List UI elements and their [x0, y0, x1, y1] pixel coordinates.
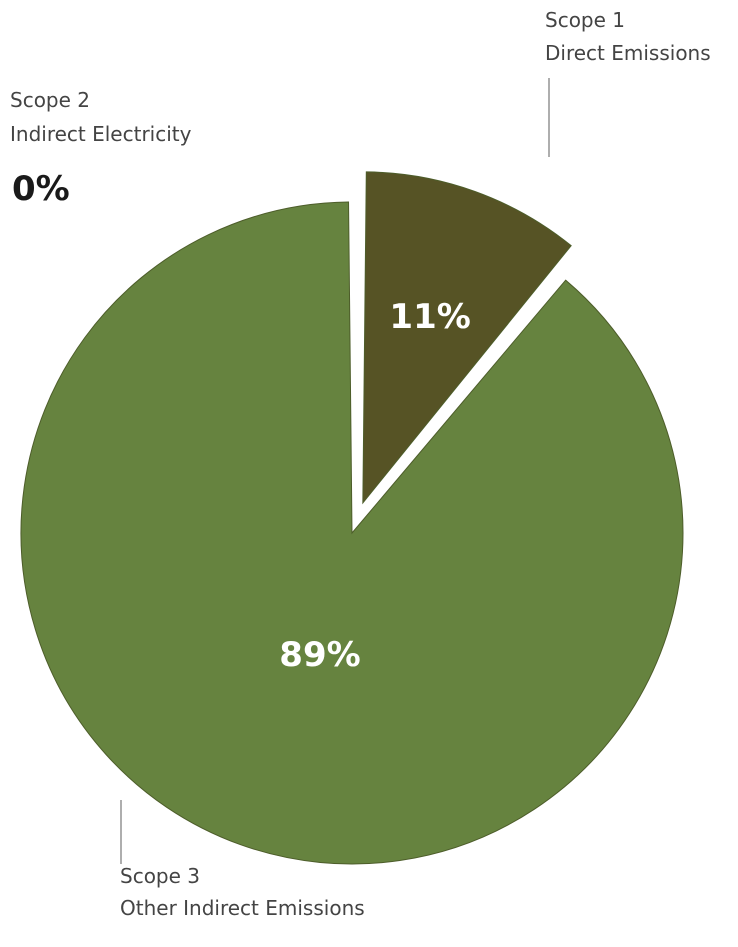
pie-slice-scope-1	[362, 171, 572, 505]
slice-description-label-scope-1: Direct Emissions	[545, 41, 711, 65]
slice-value-label-scope-2: 0%	[12, 169, 70, 209]
slice-category-label-scope-3: Scope 3	[120, 864, 200, 888]
pie-slice-scope-3	[20, 201, 684, 865]
slice-value-label-scope-1: 11%	[389, 297, 470, 337]
slice-value-label-scope-3: 89%	[279, 635, 360, 675]
slice-description-label-scope-2: Indirect Electricity	[10, 122, 192, 146]
slice-description-label-scope-3: Other Indirect Emissions	[120, 896, 365, 920]
slice-category-label-scope-1: Scope 1	[545, 8, 625, 32]
slice-category-label-scope-2: Scope 2	[10, 88, 90, 112]
